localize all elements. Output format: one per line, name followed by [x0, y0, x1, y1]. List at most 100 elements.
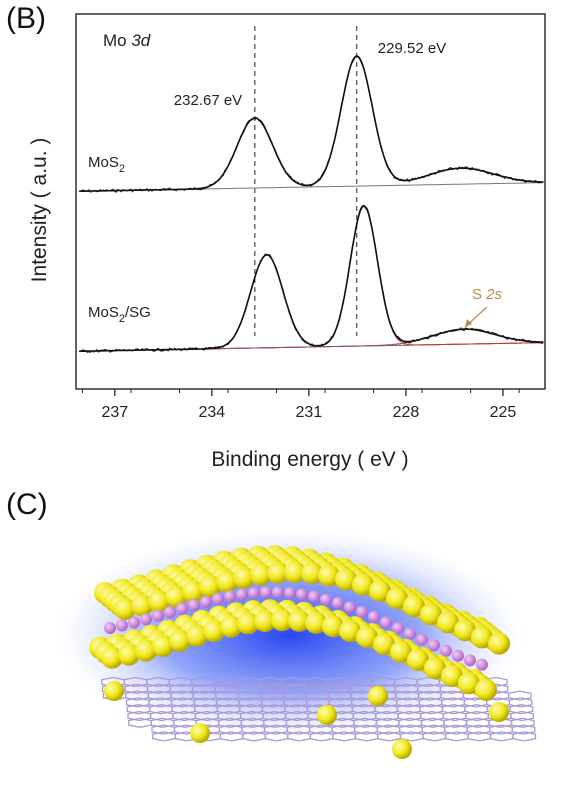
panel-label-c: (C) [6, 488, 48, 521]
sulfur-atom [131, 594, 153, 617]
molybdenum-atom [464, 654, 476, 667]
sulfur-atom [488, 632, 510, 655]
sulfur-atom [148, 590, 170, 613]
adsorbed-atom [392, 739, 412, 759]
fit-envelope [79, 55, 544, 193]
molybdenum-atom [116, 619, 128, 632]
molybdenum-atom [404, 627, 416, 640]
sulfur-atom [271, 609, 293, 632]
molybdenum-atom [380, 616, 392, 629]
sulfur-atom [318, 564, 340, 587]
sulfur-atom [182, 580, 204, 603]
sulfur-atom [373, 633, 395, 656]
molybdenum-atom [104, 622, 116, 634]
molybdenum-atom [140, 613, 152, 626]
molybdenum-atom [320, 593, 332, 606]
graphene-hex [510, 710, 534, 722]
molybdenum-atom [332, 597, 344, 609]
molybdenum-atom [248, 587, 260, 599]
sulfur-atom [403, 595, 425, 618]
x-tick-label: 225 [490, 404, 517, 421]
graphene-hex [489, 731, 514, 742]
molybdenum-atom [416, 633, 428, 646]
graphene-hex [422, 731, 447, 742]
adsorbed-atoms [104, 681, 509, 759]
molybdenum-atom [152, 609, 164, 622]
graphene-hex [467, 731, 492, 742]
molybdenum-atom [200, 595, 212, 608]
fit-envelope [79, 204, 544, 353]
component-fit [79, 328, 544, 352]
graphene-hex [444, 731, 469, 742]
sulfur-atom [254, 610, 276, 633]
molybdenum-atom [308, 590, 320, 603]
reference-lines [254, 26, 358, 336]
sulfur-atom [101, 646, 123, 669]
sulfur-atom [165, 585, 187, 608]
sulfur-atom [356, 626, 378, 649]
molybdenum-atom [452, 649, 464, 662]
graphene-hex [377, 731, 402, 742]
panel-label-b: (B) [6, 2, 46, 35]
graphene-hex [511, 724, 536, 735]
graphene-hex [508, 697, 533, 708]
molybdenum-atom [476, 658, 488, 671]
graphene-hex [510, 717, 535, 728]
molybdenum-atom [368, 610, 380, 623]
sulfur-atom [169, 629, 191, 652]
sulfur-atom [152, 634, 174, 657]
molybdenum-atom [236, 588, 248, 601]
x-tick-label: 228 [393, 404, 420, 421]
sulfur-atom [352, 573, 374, 596]
adsorbed-atom [190, 723, 210, 743]
sulfur-atom [216, 570, 238, 593]
molybdenum-atom [284, 587, 296, 599]
peak-label: 229.52 eV [378, 40, 446, 57]
sulfur-atom [233, 566, 255, 589]
sulfur-atom [475, 678, 497, 701]
x-ticks: 237 234 231 228 225 [81, 389, 520, 421]
sulfur-atom [186, 624, 208, 647]
sulfur-atom [237, 612, 259, 635]
curves [78, 55, 544, 354]
adsorbed-atom [368, 686, 388, 706]
molybdenum-atom [356, 605, 368, 618]
graphene-hex [509, 704, 534, 715]
adsorbed-atom [489, 702, 509, 722]
graphene-hex [507, 690, 532, 701]
series-labels: MoS2 MoS2/SG [88, 154, 151, 325]
x-tick-label: 231 [296, 404, 323, 421]
sulfur-atom [322, 615, 344, 638]
molybdenum-atom [272, 586, 284, 599]
sulfur-atom [284, 561, 306, 584]
sulfur-atom [305, 611, 327, 634]
molybdenum-atom [260, 586, 272, 599]
sulfur-atom [454, 619, 476, 642]
sulfur-atom [420, 603, 442, 626]
molybdenum-atom [164, 606, 176, 619]
sulfur-atom [407, 648, 429, 671]
sulfur-atom [199, 575, 221, 598]
molybdenum-atom [224, 590, 236, 603]
molybdenum-atom [212, 592, 224, 605]
molybdenum-atom [188, 599, 200, 612]
molybdenum-atom [176, 602, 188, 615]
molybdenum-atom [440, 644, 452, 657]
molybdenum-atom [128, 616, 140, 629]
sulfur-atom [386, 587, 408, 610]
sulfur-atom [267, 561, 289, 584]
graphene-hex [512, 731, 537, 742]
sulfur-atom [437, 611, 459, 634]
raw-spectrum [79, 55, 544, 193]
sulfur-atom [114, 597, 136, 620]
peak-label: 232.67 eV [174, 92, 242, 109]
molybdenum-atom [344, 601, 356, 614]
sulfur-atom [250, 563, 272, 586]
x-tick-label: 234 [198, 404, 225, 421]
sulfur-atom [339, 620, 361, 642]
adsorbed-atom [104, 681, 124, 701]
xps-chart: 237 234 231 228 225 232.67 eV 229.52 eV Mo 3d… [28, 13, 546, 471]
graphene-sheet [101, 676, 537, 742]
x-axis-label: Binding energy ( eV ) [211, 448, 408, 471]
x-tick-label: 237 [101, 404, 128, 421]
